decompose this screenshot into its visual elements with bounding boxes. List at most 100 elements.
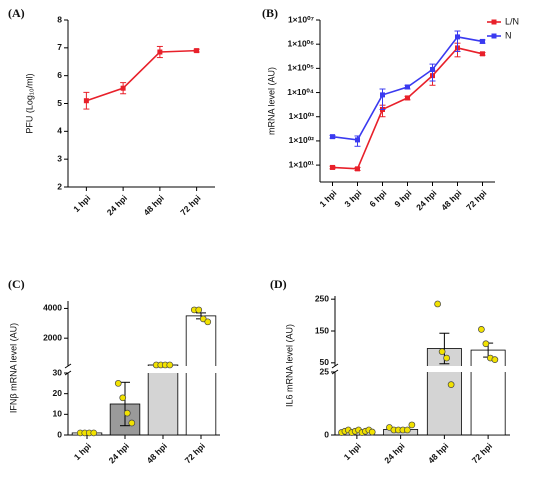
panel-label: (C) [8, 277, 25, 291]
data-point [491, 356, 499, 363]
break-mark [64, 363, 72, 369]
marker [430, 66, 435, 72]
y-axis-label: IL6 mRNA level (AU) [284, 324, 294, 407]
marker [455, 34, 460, 40]
x-tick-label: 48 hpi [145, 441, 169, 465]
x-tick-label: 1 hpi [317, 188, 338, 209]
x-tick-label: 72 hpi [470, 441, 494, 465]
y-tick-label: 5 [57, 98, 62, 108]
legend-marker [491, 33, 497, 39]
data-point [434, 300, 441, 308]
data-point [368, 428, 376, 436]
legend-label: L/N [505, 16, 519, 26]
y-tick-label: 8 [57, 14, 62, 24]
y-tick-label: 2 [57, 181, 62, 191]
data-point [114, 379, 122, 387]
marker [330, 164, 335, 170]
data-point [447, 381, 455, 388]
data-point [166, 361, 174, 369]
series-line [86, 49, 197, 102]
axis-break [69, 366, 221, 373]
x-tick-label: 24 hpi [414, 188, 438, 212]
legend-marker [491, 19, 497, 25]
y-tick-label: 0 [324, 429, 329, 439]
x-tick-label: 3 hpi [342, 188, 363, 209]
data-point [482, 340, 490, 348]
marker [194, 48, 200, 54]
x-tick-label: 48 hpi [141, 193, 165, 217]
data-point [90, 429, 98, 437]
y-axis-label: PFU (Log₁₀/ml) [24, 73, 34, 133]
marker [480, 38, 485, 44]
y-tick-label: 1×10⁰⁶ [288, 38, 315, 48]
x-tick-label: 9 hpi [392, 188, 413, 209]
bar [147, 364, 179, 436]
data-point [123, 409, 131, 417]
y-tick-label: 6 [57, 70, 62, 80]
panel-label: (D) [270, 277, 287, 291]
data-point [128, 419, 136, 427]
y-tick-label: 1×10⁰⁴ [287, 87, 314, 97]
y-tick-label: 150 [315, 325, 329, 335]
series-line [332, 47, 483, 170]
y-tick-label: 1×10⁰³ [289, 111, 315, 121]
y-tick-label: 1×10⁰⁵ [287, 63, 314, 73]
bar [470, 349, 506, 436]
y-tick-label: 25 [320, 366, 330, 376]
y-tick-label: 30 [53, 367, 63, 377]
data-point [443, 354, 450, 362]
x-tick-label: 1 hpi [71, 193, 92, 214]
y-tick-label: 10 [53, 409, 63, 419]
y-tick-label: 1×10⁰⁷ [288, 14, 315, 24]
marker [330, 134, 335, 140]
axis-break [336, 366, 511, 372]
x-tick-label: 48 hpi [439, 188, 463, 212]
y-tick-label: 250 [315, 293, 329, 303]
y-tick-label: 4 [57, 126, 62, 136]
data-point [204, 318, 212, 326]
marker [120, 85, 126, 91]
x-tick-label: 72 hpi [183, 441, 207, 465]
x-tick-label: 1 hpi [342, 441, 363, 462]
y-tick-label: 7 [57, 42, 62, 52]
marker [157, 49, 163, 55]
marker [405, 95, 410, 101]
x-tick-label: 48 hpi [426, 441, 450, 465]
y-tick-label: 0 [57, 429, 62, 439]
x-tick-label: 1 hpi [72, 441, 93, 462]
y-tick-label: 3 [57, 153, 62, 163]
x-tick-label: 24 hpi [105, 193, 129, 217]
data-point [404, 426, 411, 434]
data-point [408, 421, 416, 429]
y-tick-label: 4000 [43, 303, 62, 313]
data-point [478, 326, 485, 333]
data-point [119, 394, 127, 402]
x-tick-label: 24 hpi [107, 441, 131, 465]
x-tick-label: 72 hpi [464, 188, 488, 212]
marker [480, 51, 485, 57]
marker [380, 92, 385, 98]
x-tick-label: 6 hpi [367, 188, 388, 209]
break-mark [331, 363, 339, 369]
y-tick-label: 1×10⁰² [289, 135, 315, 145]
marker [83, 98, 89, 104]
panel-label: (B) [262, 6, 278, 20]
y-axis-label: IFNβ mRNA level (AU) [8, 323, 18, 413]
legend-label: N [505, 30, 512, 40]
y-tick-label: 2000 [43, 332, 62, 342]
break-mark [331, 369, 339, 375]
panel-label: (A) [8, 6, 25, 20]
break-mark [64, 370, 72, 376]
marker [355, 166, 360, 172]
x-tick-label: 24 hpi [382, 441, 406, 465]
y-tick-label: 20 [53, 388, 63, 398]
data-point [438, 348, 446, 356]
data-point [195, 306, 203, 314]
y-tick-label: 50 [320, 357, 330, 367]
marker [355, 137, 360, 143]
y-axis-label: mRNA level (AU) [266, 67, 276, 135]
x-tick-label: 72 hpi [178, 193, 202, 217]
bar [185, 315, 217, 436]
marker [405, 84, 410, 90]
